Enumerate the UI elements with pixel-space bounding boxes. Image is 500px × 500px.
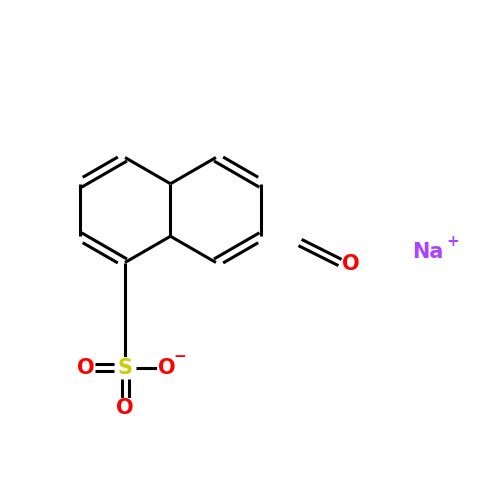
Text: Na: Na [412,242,443,262]
Text: +: + [446,234,459,248]
Text: −: − [174,349,186,364]
Text: O: O [158,358,176,378]
Text: O: O [116,398,134,418]
Text: O: O [342,254,360,274]
Text: S: S [118,358,132,378]
Text: O: O [76,358,94,378]
